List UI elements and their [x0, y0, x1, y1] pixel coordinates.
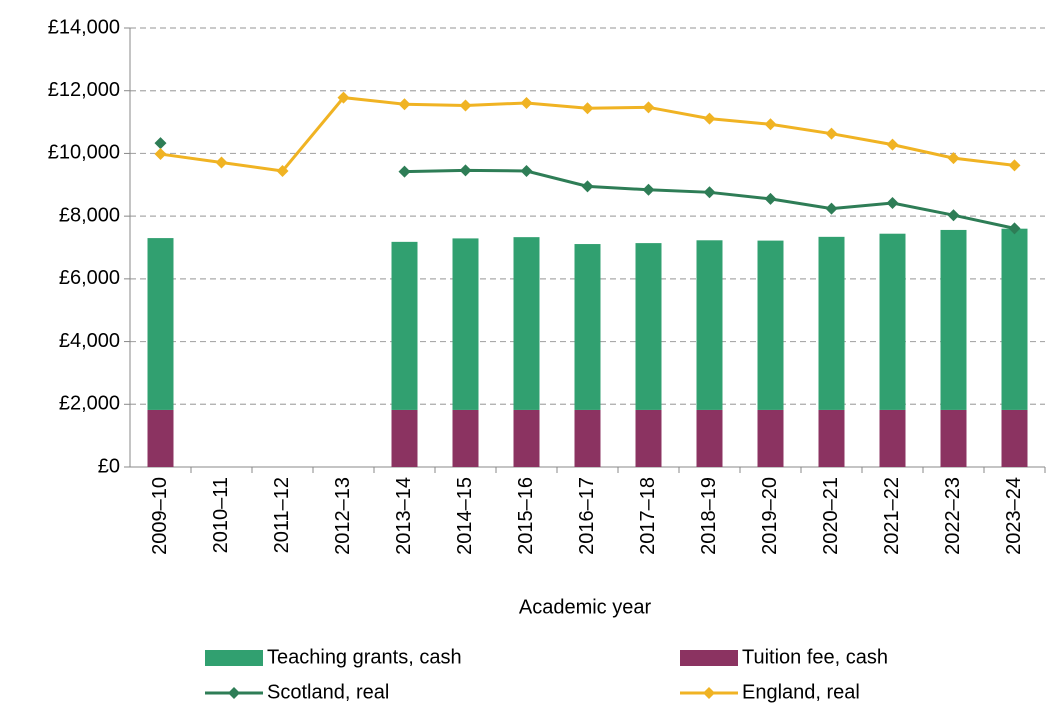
marker: [764, 192, 777, 205]
marker: [520, 164, 533, 177]
legend-swatch: [680, 650, 738, 666]
bar-segment: [696, 240, 723, 410]
marker: [947, 152, 960, 165]
legend-swatch: [205, 650, 263, 666]
x-axis-title: Academic year: [519, 596, 652, 618]
marker: [886, 138, 899, 151]
legend-label: Teaching grants, cash: [267, 646, 462, 668]
bar-segment: [147, 409, 174, 467]
x-tick-label: 2014–15: [454, 477, 476, 555]
bar-segment: [818, 236, 845, 410]
marker: [1008, 159, 1021, 172]
x-tick-label: 2015–16: [515, 477, 537, 555]
marker: [642, 183, 655, 196]
legend-label: England, real: [742, 681, 860, 703]
bar-segment: [391, 409, 418, 467]
marker: [398, 98, 411, 111]
bar-segment: [940, 409, 967, 467]
bar-segment: [1001, 228, 1028, 410]
marker: [276, 164, 289, 177]
bar-segment: [879, 233, 906, 410]
marker: [154, 148, 167, 161]
marker: [825, 202, 838, 215]
x-tick-label: 2013–14: [393, 477, 415, 555]
bar-segment: [574, 244, 601, 410]
marker: [764, 118, 777, 131]
x-tick-label: 2021–22: [881, 477, 903, 555]
bar-segment: [940, 229, 967, 410]
marker: [947, 209, 960, 222]
marker: [1008, 222, 1021, 235]
marker: [581, 102, 594, 115]
bar-segment: [696, 409, 723, 467]
legend-label: Scotland, real: [267, 681, 389, 703]
marker: [520, 96, 533, 109]
y-tick-label: £8,000: [59, 204, 120, 226]
y-tick-label: £6,000: [59, 267, 120, 289]
bar-segment: [452, 238, 479, 410]
legend-marker: [703, 687, 715, 699]
line: [404, 168, 1015, 230]
x-tick-label: 2009–10: [149, 477, 171, 555]
bar-segment: [574, 409, 601, 467]
marker: [886, 196, 899, 209]
y-tick-label: £12,000: [48, 79, 120, 101]
y-tick-label: £14,000: [48, 16, 120, 38]
x-tick-label: 2012–13: [332, 477, 354, 555]
x-tick-label: 2016–17: [576, 477, 598, 555]
bar-segment: [879, 409, 906, 467]
y-tick-label: £2,000: [59, 393, 120, 415]
marker: [703, 112, 716, 125]
bar-segment: [1001, 409, 1028, 467]
y-tick-label: £4,000: [59, 330, 120, 352]
marker: [703, 186, 716, 199]
marker: [337, 91, 350, 104]
x-tick-label: 2018–19: [698, 477, 720, 555]
x-tick-label: 2017–18: [637, 477, 659, 555]
bar-segment: [757, 240, 784, 410]
bar-segment: [513, 237, 540, 410]
marker: [398, 165, 411, 178]
bar-segment: [635, 409, 662, 467]
bar-segment: [391, 241, 418, 410]
x-tick-label: 2020–21: [820, 477, 842, 555]
bar-segment: [513, 409, 540, 467]
bar-segment: [757, 409, 784, 467]
legend-label: Tuition fee, cash: [742, 646, 888, 668]
marker: [215, 156, 228, 169]
bar-segment: [635, 243, 662, 410]
marker: [642, 101, 655, 114]
x-tick-label: 2023–24: [1003, 477, 1025, 555]
y-tick-label: £10,000: [48, 142, 120, 164]
legend-marker: [228, 687, 240, 699]
marker: [825, 127, 838, 140]
y-tick-label: £0: [98, 455, 120, 477]
marker: [581, 180, 594, 193]
marker: [459, 99, 472, 112]
bar-segment: [452, 409, 479, 467]
marker: [459, 164, 472, 177]
x-tick-label: 2022–23: [942, 477, 964, 555]
x-tick-label: 2011–12: [271, 477, 293, 553]
x-tick-label: 2010–11: [210, 477, 232, 553]
marker: [154, 137, 167, 150]
bar-segment: [818, 409, 845, 467]
x-tick-label: 2019–20: [759, 477, 781, 555]
bar-segment: [147, 238, 174, 410]
